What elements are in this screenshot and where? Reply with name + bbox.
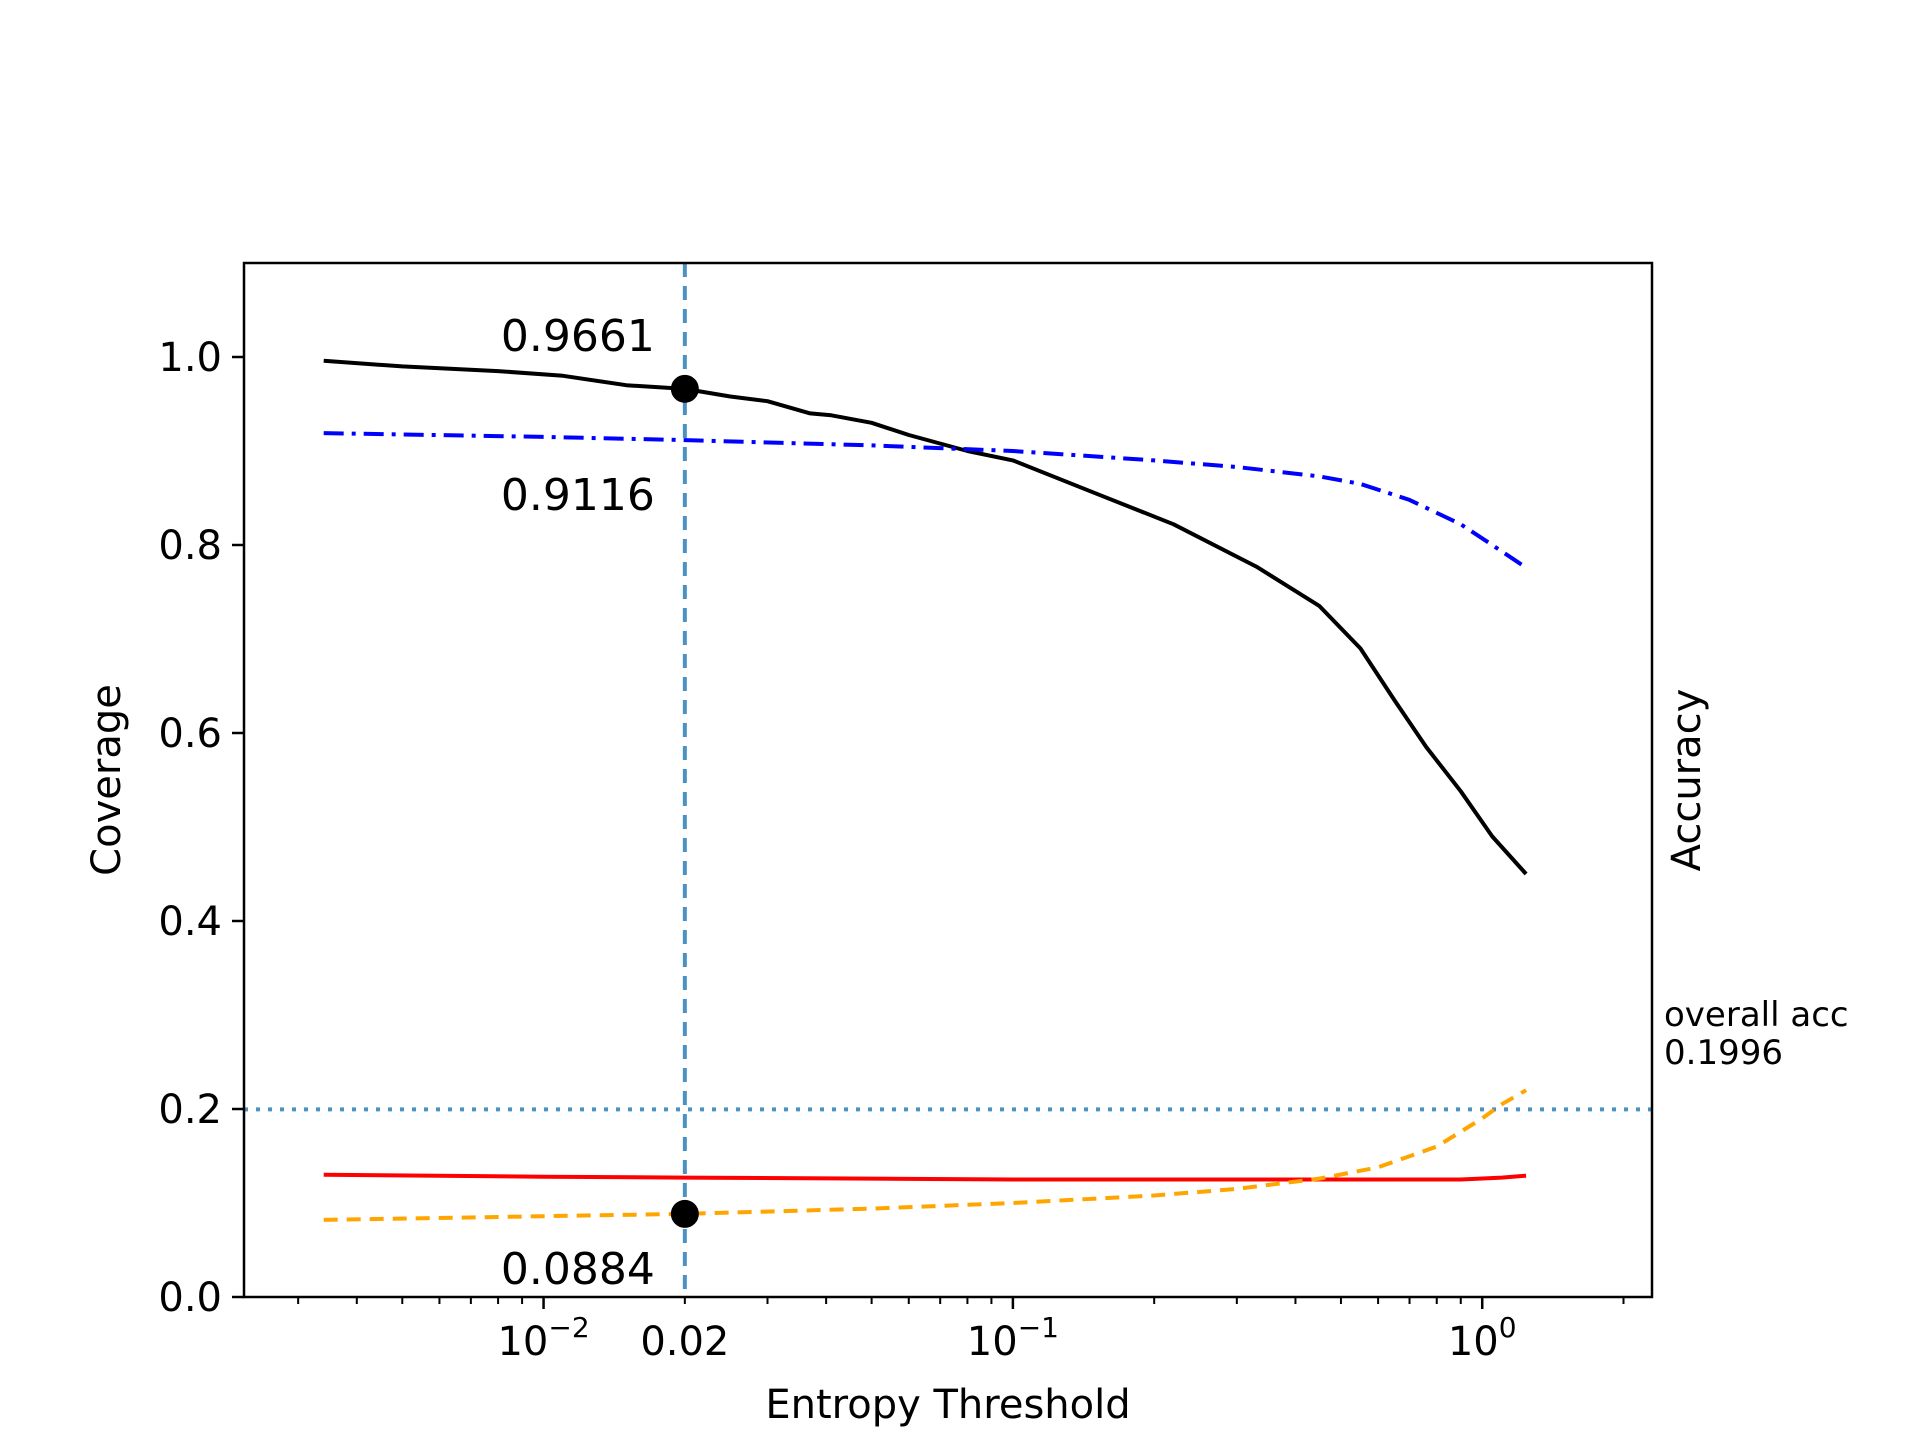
y-tick-label: 0.4 xyxy=(158,899,222,945)
overall-acc-label: overall acc xyxy=(1664,995,1849,1035)
x-tick-label: 10−2 xyxy=(497,1311,589,1365)
coverage-line xyxy=(323,358,1528,876)
marker-point-0 xyxy=(670,374,699,403)
annotation-0: 0.9661 xyxy=(501,311,655,362)
x-axis-title: Entropy Threshold xyxy=(765,1382,1130,1428)
y-tick-label: 0.8 xyxy=(158,523,222,569)
annotation-2: 0.0884 xyxy=(501,1244,655,1295)
marker-point-1 xyxy=(670,1199,699,1228)
annotation-1: 0.9116 xyxy=(501,470,655,521)
y-tick-label: 1.0 xyxy=(158,335,222,381)
y-axis-right-title: Accuracy xyxy=(1664,689,1710,872)
plot-area: 0.9661 0.9116 0.0884 xyxy=(244,263,1652,1297)
red-series-line xyxy=(323,1172,1527,1182)
x-tick-label: 10−1 xyxy=(967,1311,1059,1365)
y-tick-label: 0.0 xyxy=(158,1275,222,1321)
overall-acc-value: 0.1996 xyxy=(1664,1033,1783,1073)
y-tick-label: 0.6 xyxy=(158,711,222,757)
plot-frame xyxy=(242,261,1654,1299)
y-axis-title: Coverage xyxy=(84,684,130,876)
accuracy-on-covered-line xyxy=(323,431,1528,570)
x-tick-label: 100 xyxy=(1448,1311,1517,1365)
y-tick-label: 0.2 xyxy=(158,1087,222,1133)
x-tick-label: 0.02 xyxy=(640,1319,729,1365)
axes: 0.0 0.2 0.4 0.6 0.8 1.0 10−2 0.02 10−1 100 xyxy=(158,335,1625,1365)
